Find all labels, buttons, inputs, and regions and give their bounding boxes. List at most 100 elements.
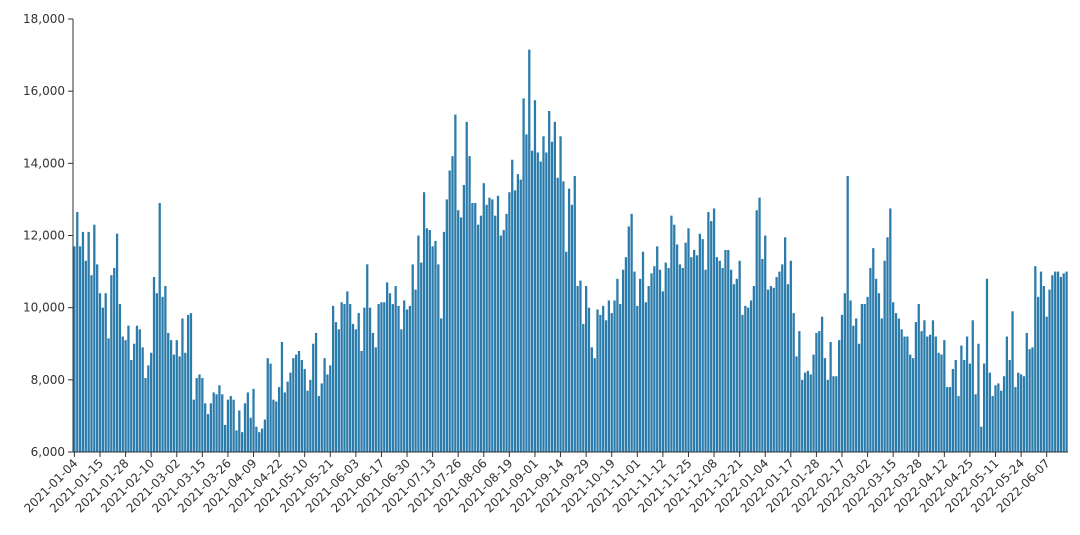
bar [363,307,366,452]
bar [829,341,832,452]
bar [607,300,611,452]
bar [312,343,315,452]
bar [579,280,582,452]
bar [215,394,218,452]
bar [181,318,184,452]
bar [295,354,298,452]
bar [886,237,889,452]
bar [525,134,528,452]
bar [147,365,150,452]
bar [900,329,903,452]
bar [218,385,221,452]
bar [448,170,451,453]
bar [73,246,76,452]
bar [320,383,323,452]
bar [570,204,574,452]
bar [385,282,389,452]
bar [425,228,429,452]
bar [630,213,633,452]
bar [633,271,636,452]
bar [917,304,920,452]
bar [1019,374,1023,452]
bar [422,192,426,452]
bar [468,156,471,452]
bar [599,314,602,452]
bar [926,336,929,452]
bar [414,289,417,452]
bar [729,269,733,452]
bar [573,175,576,452]
bar [997,383,1000,452]
bar [306,390,309,452]
bar [752,286,756,452]
bar [562,181,565,452]
bar [297,350,301,452]
bar [636,305,639,452]
bar [656,246,659,452]
bar [684,242,687,452]
bar [135,325,139,452]
bar [451,156,454,452]
bar [1028,349,1031,452]
bar [559,136,562,453]
bar [334,322,338,452]
bar [928,334,932,452]
bar [667,267,670,452]
bar [1031,347,1034,452]
bar [417,235,420,452]
bar [169,340,173,452]
bar [815,332,818,452]
bar [948,387,952,452]
bar [513,190,517,453]
bar [604,320,608,452]
bar [846,175,849,452]
y-tick-label: 14,000 [23,156,65,170]
bar [584,286,588,452]
bar [931,320,935,452]
bar [1039,271,1043,452]
bar [664,262,667,452]
bar [624,257,628,452]
bar [368,307,372,452]
bar [718,260,721,452]
bar [252,388,255,452]
bar [1025,332,1028,452]
bar [775,276,778,452]
bar [840,314,844,452]
bar [906,336,909,452]
bar [670,215,673,452]
bar [522,98,525,452]
bar [167,332,170,452]
bar [1051,275,1054,452]
bar [826,379,829,452]
bar [209,403,213,452]
bar [164,286,167,452]
bar [371,332,375,452]
bar [823,358,827,452]
bar [437,264,440,452]
bar [781,264,784,452]
bar [616,278,619,452]
bar [462,184,466,452]
bar [582,323,585,452]
bar [954,359,957,452]
bar [420,262,423,452]
bar [889,208,892,452]
bar [283,392,286,452]
bar [903,336,906,452]
bar [243,403,247,452]
bar [965,336,969,452]
bar [471,203,474,452]
bar [150,352,153,452]
bar [474,203,477,452]
bar [715,257,719,452]
bar [863,304,866,452]
bar [161,296,164,452]
bar [991,396,994,452]
bar [639,278,642,452]
bar [593,358,596,452]
bar [806,370,810,452]
bar [428,230,431,452]
bar [246,392,249,452]
bar [454,114,457,452]
